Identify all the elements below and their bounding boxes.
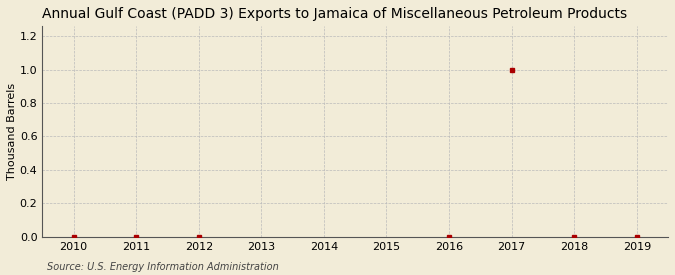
Text: Source: U.S. Energy Information Administration: Source: U.S. Energy Information Administ… bbox=[47, 262, 279, 272]
Text: Annual Gulf Coast (PADD 3) Exports to Jamaica of Miscellaneous Petroleum Product: Annual Gulf Coast (PADD 3) Exports to Ja… bbox=[43, 7, 628, 21]
Y-axis label: Thousand Barrels: Thousand Barrels bbox=[7, 83, 17, 180]
